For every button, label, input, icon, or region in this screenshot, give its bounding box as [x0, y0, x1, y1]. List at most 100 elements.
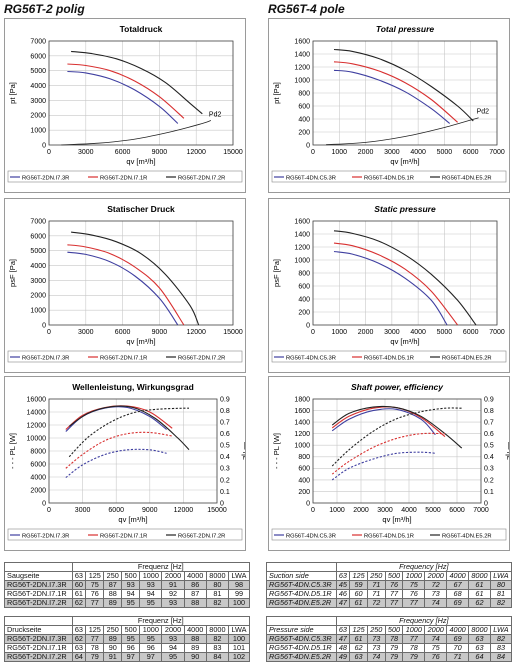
x-tick-label: 1000 — [329, 507, 345, 514]
plot-frame — [48, 40, 234, 146]
legend-box — [271, 170, 507, 183]
x-tick-label: 5000 — [437, 149, 453, 156]
sound-table-druckseite: Frequenz [Hz] Druckseite 63 125 250 500 1000 20… — [4, 616, 251, 662]
series-line-RG56T-4DN.C5.3R — [333, 250, 448, 326]
series-line-RG56T-2DN.I7.2R — [71, 231, 200, 326]
y-tick-label: 1000 — [294, 443, 310, 450]
y-tick-label: 1400 — [294, 51, 310, 58]
x-tick-label: 5000 — [425, 507, 441, 514]
y2-tick-label: 0.6 — [484, 431, 494, 438]
y-tick-label: 1600 — [294, 408, 310, 415]
series-line-RG56T-2DN.I7.2R — [68, 405, 190, 451]
x-tick-label: 15000 — [223, 149, 243, 156]
table-value-cell: 64 — [71, 652, 87, 662]
x-tick-label: 6000 — [463, 149, 479, 156]
table-value-cell: 72 — [366, 598, 386, 608]
table-value-cell: 69 — [446, 598, 470, 608]
left-heading: RG56T-2 polig — [4, 2, 85, 16]
series-line-Pd2 — [326, 117, 479, 146]
y-axis-label: pt [Pa] — [8, 82, 17, 104]
table-value-cell: 74 — [424, 598, 448, 608]
legend-box — [7, 170, 243, 183]
x-tick-label: 6000 — [463, 329, 479, 336]
table-value-cell: 79 — [402, 652, 426, 662]
y-axis-label: psF [Pa] — [8, 259, 17, 287]
series-line-RG56T-2DN.I7.1R — [67, 63, 185, 119]
table-value-cell: 102 — [228, 652, 250, 662]
y-tick-label: 0 — [42, 500, 46, 507]
y-tick-label: 0 — [42, 142, 46, 149]
series-line-eta-2R — [331, 407, 462, 467]
legend-entry: RG56T-2DN.I7.1R — [100, 533, 147, 539]
x-tick-label: 12000 — [186, 149, 206, 156]
table-row: RG56T-2DN.I7.1R 63 78 90 96 96 94 89 83 101 — [4, 643, 250, 653]
x-tick-label: 3000 — [384, 329, 400, 336]
y2-tick-label: 0.3 — [220, 466, 230, 473]
y-tick-label: 5000 — [30, 68, 46, 75]
x-tick-label: 12000 — [186, 329, 206, 336]
table-value-cell: 89 — [103, 598, 123, 608]
x-tick-label: 6000 — [115, 149, 131, 156]
y-tick-label: 0 — [306, 322, 310, 329]
y-tick-label: 12000 — [27, 422, 47, 429]
series-line-eta-1R — [65, 431, 173, 469]
legend-box — [7, 528, 243, 541]
y-tick-label: 8000 — [30, 448, 46, 455]
legend-entry: RG56T-4DN.E5.2R — [442, 175, 492, 181]
table-value-cell: 49 — [335, 652, 351, 662]
series-line-RG56T-2DN.I7.2R — [71, 50, 203, 115]
series-line-RG56T-4DN.C5.3R — [333, 69, 451, 124]
y-tick-label: 14000 — [27, 409, 47, 416]
y-tick-label: 3000 — [30, 98, 46, 105]
y-tick-label: 1200 — [294, 431, 310, 438]
y2-tick-label: 0.1 — [484, 489, 494, 496]
legend-entry: RG56T-4DN.D5.1R — [364, 533, 414, 539]
table-value-cell: 47 — [335, 598, 351, 608]
table-row: RG56T-2DN.I7.3R 60 75 87 93 93 91 86 80 98 — [4, 580, 250, 590]
table-value-cell: 77 — [384, 598, 404, 608]
y-tick-label: 800 — [298, 270, 310, 277]
y-tick-label: 2000 — [30, 113, 46, 120]
table-value-cell: 84 — [489, 652, 513, 662]
series-line-RG56T-4DN.C5.3R — [331, 408, 436, 436]
table-model-cell: RG56T-4DN.E5.2R — [266, 598, 337, 608]
x-tick-label: 7000 — [473, 507, 489, 514]
chart-title: Totaldruck — [120, 24, 163, 34]
y2-tick-label: 0.8 — [484, 408, 494, 415]
table-value-cell: 100 — [228, 598, 250, 608]
chart-wellenleistung: Wellenleistung, Wirkungsgrad 0 2000 4000 600… — [7, 382, 250, 541]
y-tick-label: 800 — [298, 90, 310, 97]
x-tick-label: 9000 — [152, 149, 168, 156]
series-line-RG56T-4DN.E5.2R — [331, 405, 463, 449]
series-line-RG56T-4DN.D5.1R — [333, 61, 458, 123]
table-value-cell: 90 — [183, 652, 207, 662]
chart-shaft-power: Shaft power, efficiency 0 200 400 600 800 1000… — [271, 382, 514, 541]
x-axis-label: qv [m³/h] — [126, 157, 155, 166]
chart-static-pressure: Static pressure 0 200 400 600 800 1000 1200 1400… — [271, 204, 507, 363]
x-tick-label: 5000 — [437, 329, 453, 336]
y-tick-label: 16000 — [27, 396, 47, 403]
y-tick-label: 2000 — [30, 487, 46, 494]
table-row: RG56T-2DN.I7.1R 61 76 88 94 94 92 87 81 99 — [4, 589, 250, 599]
table-value-cell: 93 — [161, 598, 185, 608]
y2-tick-label: 0.9 — [484, 396, 494, 403]
x-tick-label: 3000 — [377, 507, 393, 514]
x-tick-label: 6000 — [115, 329, 131, 336]
table-row: RG56T-4DN.E5.2R 47 61 72 77 77 74 69 62 82 — [266, 598, 513, 608]
y-axis-label: - - - PL [W] — [8, 433, 17, 469]
chart-title: Shaft power, efficiency — [351, 382, 444, 392]
x-tick-label: 3000 — [78, 329, 94, 336]
table-value-cell: 82 — [205, 598, 230, 608]
x-tick-label: 2000 — [358, 149, 374, 156]
table-row: RG56T-4DN.C5.3R 47 61 73 78 77 74 69 63 82 — [266, 634, 513, 644]
y-tick-label: 4000 — [30, 474, 46, 481]
annotation-pd2: Pd2 — [477, 109, 490, 116]
plot-frame — [312, 220, 498, 326]
y2-tick-label: 0.6 — [220, 431, 230, 438]
table-value-cell: 71 — [446, 652, 470, 662]
chart-panel-wellenleistung: Wellenleistung, Wirkungsgrad 0 2000 4000 600… — [4, 376, 250, 551]
x-axis-label: qv [m³/h] — [390, 337, 419, 346]
y-tick-label: 0 — [306, 500, 310, 507]
y-tick-label: 1600 — [294, 218, 310, 225]
y2-axis-label: — ηL — [505, 442, 509, 460]
